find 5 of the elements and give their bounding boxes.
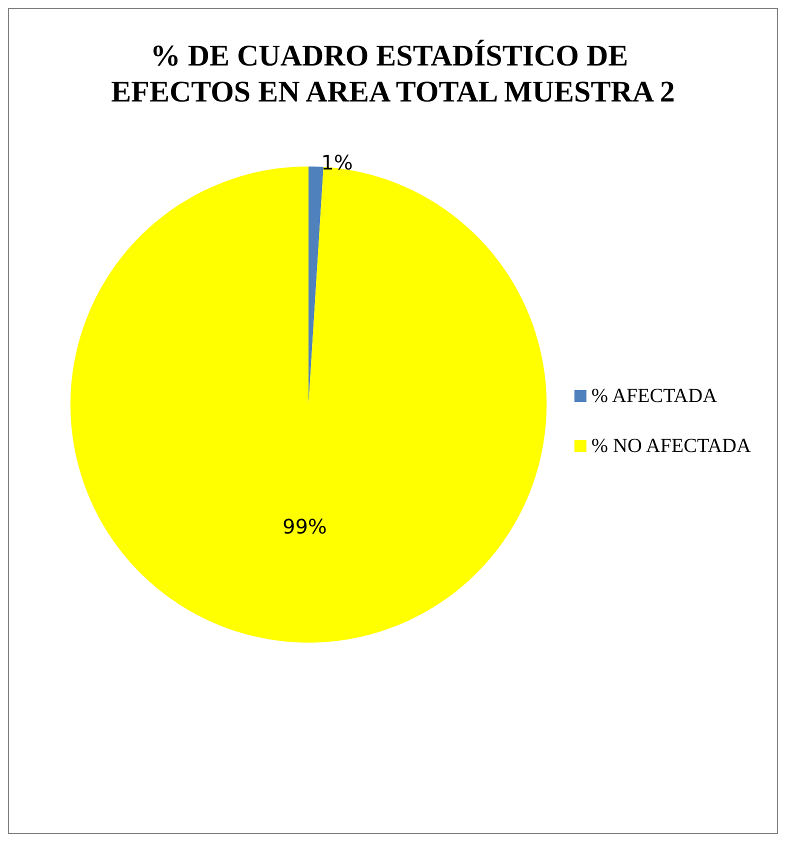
legend-label: % NO AFECTADA (591, 435, 752, 457)
data-label: 1% (321, 150, 353, 175)
data-label: 99% (282, 514, 327, 538)
chart-title: % DE CUADRO ESTADÍSTICO DE EFECTOS EN AREA TOTAL MUESTRA 2 (111, 40, 675, 108)
legend-label: % AFECTADA (591, 385, 718, 407)
